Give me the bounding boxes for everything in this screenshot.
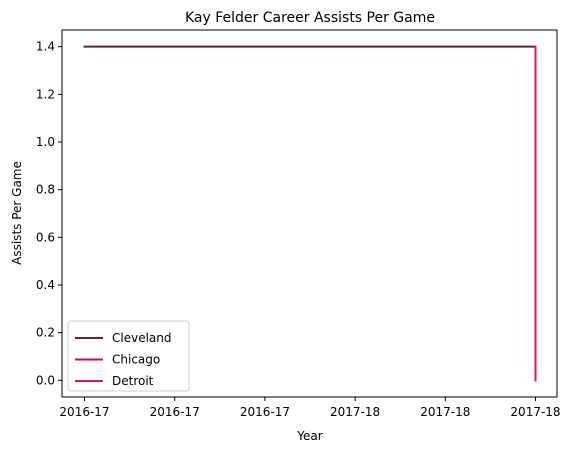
chart-title: Kay Felder Career Assists Per Game: [185, 10, 435, 26]
x-tick-label: 2017-18: [420, 405, 470, 419]
series-layer: [83, 45, 537, 382]
y-tick-label: 1.4: [36, 40, 55, 54]
y-axis-label: Assists Per Game: [10, 161, 24, 265]
y-tick-label: 1.0: [36, 135, 55, 149]
x-tick-label: 2016-17: [240, 405, 290, 419]
x-tick-label: 2017-18: [510, 405, 560, 419]
legend-label-chicago: Chicago: [112, 353, 160, 367]
x-axis: 2016-17 2016-17 2016-17 2017-18 2017-18 2017-…: [59, 397, 561, 419]
x-axis-label: Year: [296, 429, 322, 443]
legend-label-detroit: Detroit: [112, 374, 154, 388]
y-tick-label: 0.6: [36, 230, 55, 244]
y-tick-label: 1.2: [36, 87, 55, 101]
x-tick-label: 2016-17: [150, 405, 200, 419]
y-tick-label: 0.8: [36, 183, 55, 197]
plot-frame: [61, 29, 558, 398]
y-tick-label: 0.2: [36, 326, 55, 340]
y-tick-label: 0.4: [36, 278, 55, 292]
legend-label-cleveland: Cleveland: [112, 331, 172, 345]
x-tick-label: 2017-18: [330, 405, 380, 419]
legend: Cleveland Chicago Detroit: [67, 320, 190, 392]
x-tick-label: 2016-17: [59, 405, 109, 419]
y-axis: 0.0 0.2 0.4 0.6 0.8 1.0 1.2 1.4: [36, 40, 62, 387]
y-tick-label: 0.0: [36, 373, 55, 387]
